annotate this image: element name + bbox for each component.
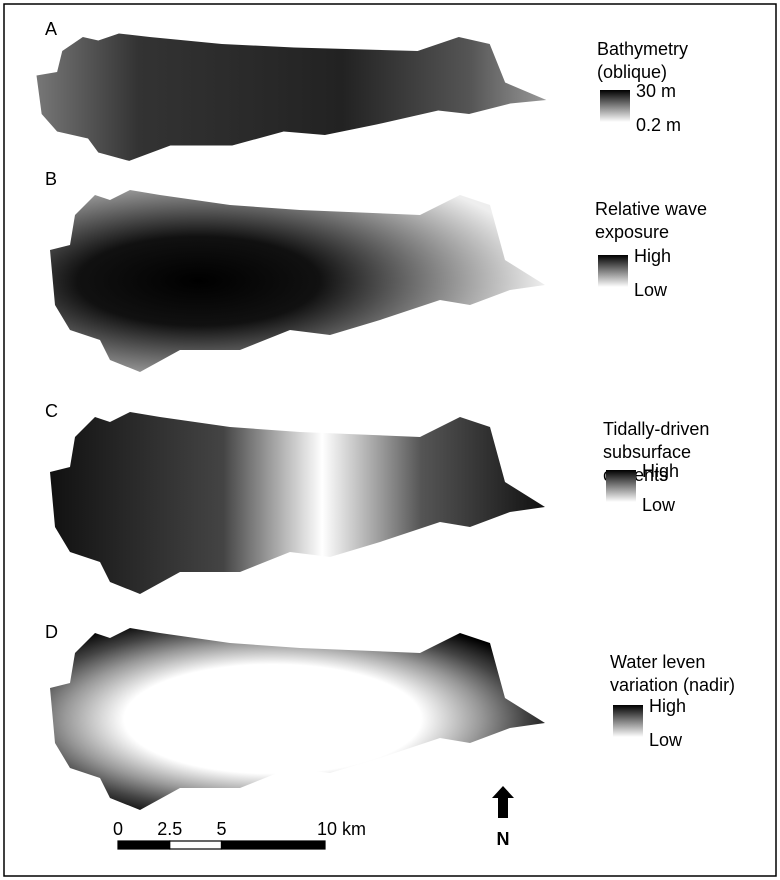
scale-segment <box>170 841 222 849</box>
legend-title: exposure <box>595 222 669 242</box>
map-a <box>37 33 547 160</box>
legend-title: variation (nadir) <box>610 675 735 695</box>
map-c <box>50 412 545 594</box>
legend-low: 0.2 m <box>636 115 681 135</box>
legend-swatch <box>606 470 636 502</box>
legend-high: 30 m <box>636 81 676 101</box>
north-arrow: N <box>492 786 514 849</box>
legend-high: High <box>634 246 671 266</box>
legend-high: High <box>649 696 686 716</box>
legend-title: Bathymetry <box>597 39 688 59</box>
legend-swatch <box>598 255 628 287</box>
legend-title: (oblique) <box>597 62 667 82</box>
north-arrow-shape <box>492 786 514 818</box>
scale-segment <box>222 841 326 849</box>
legend-low: Low <box>634 280 668 300</box>
legend-title: Water leven <box>610 652 705 672</box>
scale-label: 5 <box>216 819 226 839</box>
north-label: N <box>497 829 510 849</box>
legend-title: subsurface <box>603 442 691 462</box>
scale-label: 2.5 <box>157 819 182 839</box>
scale-label: 10 km <box>317 819 366 839</box>
figure: N A Bathymetry (oblique)30 m 0.2 m B Relative… <box>0 0 780 880</box>
panel-label: D <box>45 622 58 642</box>
legend-swatch <box>613 705 643 737</box>
legend-swatch <box>600 90 630 122</box>
legend-low: Low <box>649 730 683 750</box>
legend-high: High <box>642 461 679 481</box>
scale-label: 0 <box>113 819 123 839</box>
legend-title: Relative wave <box>595 199 707 219</box>
map-b <box>50 190 545 372</box>
scale-segment <box>118 841 170 849</box>
panel-label: C <box>45 401 58 421</box>
panel-label: A <box>45 19 57 39</box>
panel-label: B <box>45 169 57 189</box>
legend-low: Low <box>642 495 676 515</box>
map-d <box>50 628 545 810</box>
legend-title: Tidally-driven <box>603 419 709 439</box>
